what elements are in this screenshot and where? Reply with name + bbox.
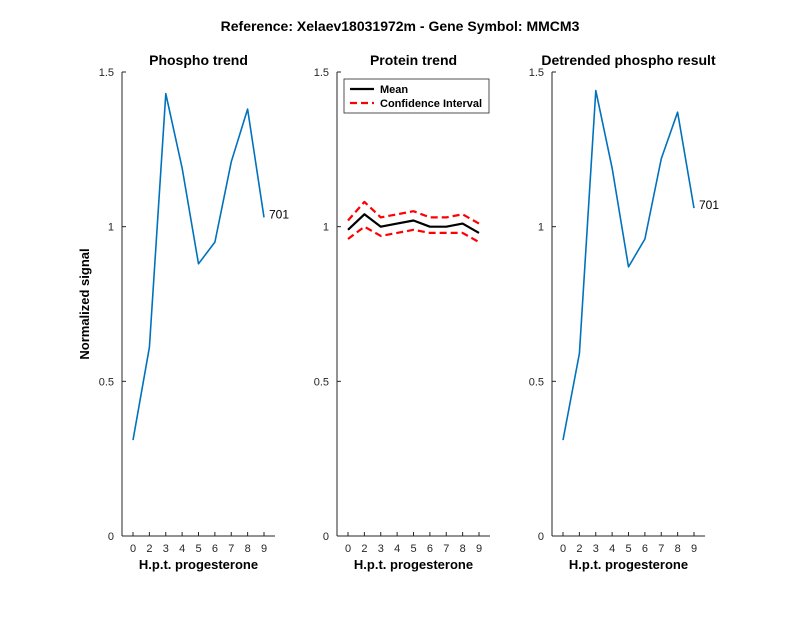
y-tick-label: 1.5: [314, 67, 329, 79]
panel-title: Protein trend: [370, 52, 457, 68]
ci-lower-line: [347, 225, 480, 244]
x-tick-label: 6: [427, 543, 433, 555]
series-line: [132, 92, 265, 441]
x-tick-label: 9: [476, 543, 482, 555]
point-annotation: 701: [699, 198, 719, 212]
x-tick-label: 4: [179, 543, 185, 555]
x-axis-label: H.p.t. progesterone: [569, 557, 688, 572]
x-tick-label: 7: [443, 543, 449, 555]
legend-mean-label: Mean: [380, 84, 408, 96]
x-tick-label: 3: [163, 543, 169, 555]
x-tick-label: 3: [378, 543, 384, 555]
x-tick-label: 5: [625, 543, 631, 555]
figure-title: Reference: Xelaev18031972m - Gene Symbol…: [221, 18, 580, 34]
panel-title: Phospho trend: [149, 52, 248, 68]
x-tick-label: 8: [245, 543, 251, 555]
series-line: [562, 89, 695, 441]
y-tick-label: 0: [323, 531, 329, 543]
x-tick-label: 6: [642, 543, 648, 555]
x-tick-label: 4: [394, 543, 400, 555]
y-tick-label: 1.5: [529, 67, 544, 79]
y-tick-label: 1: [323, 222, 329, 234]
x-tick-label: 6: [212, 543, 218, 555]
x-tick-label: 2: [146, 543, 152, 555]
y-tick-label: 0.5: [529, 376, 544, 388]
y-tick-label: 0.5: [99, 376, 114, 388]
y-tick-label: 1.5: [99, 67, 114, 79]
x-tick-label: 8: [675, 543, 681, 555]
x-tick-label: 0: [130, 543, 136, 555]
x-tick-label: 2: [576, 543, 582, 555]
x-tick-label: 0: [560, 543, 566, 555]
x-tick-label: 7: [228, 543, 234, 555]
legend-ci-label: Confidence Interval: [380, 98, 482, 110]
x-tick-label: 4: [609, 543, 615, 555]
y-tick-label: 1: [538, 222, 544, 234]
x-tick-label: 5: [195, 543, 201, 555]
y-tick-label: 0.5: [314, 376, 329, 388]
legend: Mean Confidence Interval: [343, 78, 490, 114]
x-tick-label: 0: [345, 543, 351, 555]
y-axis-label: Normalized signal: [77, 248, 92, 359]
panel-title: Detrended phospho result: [541, 52, 716, 68]
x-axis-label: H.p.t. progesterone: [354, 557, 473, 572]
x-tick-label: 9: [691, 543, 697, 555]
y-tick-label: 1: [108, 222, 114, 234]
x-tick-label: 3: [593, 543, 599, 555]
x-tick-label: 8: [460, 543, 466, 555]
y-tick-label: 0: [108, 531, 114, 543]
x-tick-label: 7: [658, 543, 664, 555]
y-tick-label: 0: [538, 531, 544, 543]
x-tick-label: 5: [410, 543, 416, 555]
x-tick-label: 2: [361, 543, 367, 555]
x-axis-label: H.p.t. progesterone: [139, 557, 258, 572]
point-annotation: 701: [269, 207, 289, 221]
legend-box: [343, 78, 490, 114]
mean-line: [347, 213, 480, 234]
x-tick-label: 9: [261, 543, 267, 555]
